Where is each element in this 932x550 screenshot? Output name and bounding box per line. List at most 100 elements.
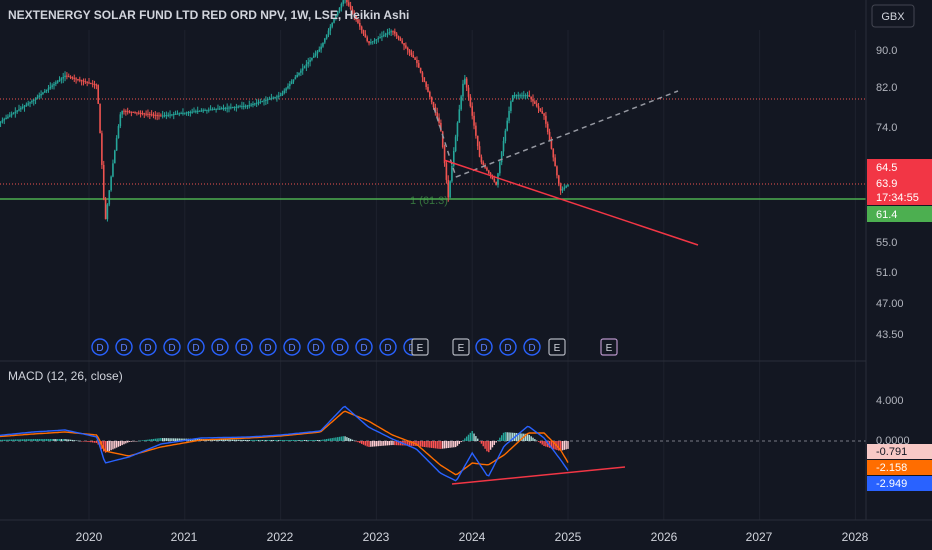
dividend-marker[interactable] [307, 338, 325, 356]
macd-histogram-bar [545, 441, 547, 447]
macd-histogram-bar [233, 439, 236, 441]
candle-body [445, 163, 448, 180]
dividend-marker[interactable] [235, 338, 253, 356]
dividend-marker[interactable] [91, 338, 109, 356]
macd-histogram-bar [475, 436, 477, 441]
candle-body [530, 96, 532, 100]
close-price-value: 63.9 [876, 178, 897, 190]
dividend-marker[interactable] [259, 338, 277, 356]
time-label-2026: 2026 [651, 530, 678, 544]
candle-body [276, 96, 278, 98]
candle-body [163, 115, 166, 117]
macd-histogram-bar [176, 438, 179, 441]
candle-body [171, 114, 173, 116]
macd-histogram-bar [353, 440, 355, 442]
macd-histogram-bar [554, 441, 556, 450]
dividend-marker[interactable] [211, 338, 229, 356]
marker-letter: D [120, 343, 127, 354]
candle-body [64, 75, 66, 78]
dividend-marker[interactable] [139, 338, 157, 356]
macd-histogram-bar [379, 441, 381, 447]
candle-body [128, 111, 131, 113]
candle-body [42, 92, 44, 94]
candle-body [104, 199, 107, 220]
macd-histogram-bar [392, 441, 394, 446]
macd-pane[interactable]: MACD (12, 26, close) [0, 369, 866, 485]
macd-histogram-bar [419, 441, 422, 447]
dividend-marker[interactable] [379, 338, 397, 356]
dividend-marker[interactable] [283, 338, 301, 356]
dividend-marker[interactable] [499, 338, 517, 356]
macd-histogram-bar [440, 441, 442, 449]
macd-histogram-bar [477, 438, 479, 441]
macd-histogram-bar [307, 440, 309, 441]
dividend-marker[interactable] [475, 338, 493, 356]
candle-body [300, 70, 302, 73]
earnings-marker[interactable] [452, 338, 470, 356]
macd-histogram-bar [351, 439, 354, 441]
macd-histogram-bar [69, 439, 72, 441]
macd-histogram-bar [423, 441, 425, 447]
candle-body [289, 83, 291, 87]
time-axis[interactable]: 2020 2021 2022 2023 2024 2025 2026 2027 … [0, 519, 932, 544]
marker-letter: D [168, 343, 175, 354]
currency-button[interactable] [871, 4, 915, 28]
macd-histogram-bar [150, 439, 153, 441]
macd-histogram-bar [453, 441, 455, 448]
candle-body [200, 110, 203, 112]
macd-histogram-bar [128, 441, 131, 442]
candle-body [108, 190, 111, 205]
earnings-marker[interactable] [411, 338, 429, 356]
candle-body [224, 107, 227, 109]
dividend-marker[interactable] [115, 338, 133, 356]
candle-body [209, 109, 212, 111]
candle-body [314, 53, 317, 56]
candle-body [53, 84, 55, 86]
price-trend-line[interactable] [443, 159, 699, 246]
candle-body [351, 9, 354, 13]
macd-histogram-bar [322, 439, 324, 441]
candle-body [500, 151, 503, 163]
candle-body [43, 91, 46, 93]
candle-body [110, 176, 112, 191]
macd-histogram-bar [68, 439, 70, 441]
candle-body [539, 108, 542, 111]
candle-body [436, 112, 438, 118]
candle-body [145, 113, 147, 115]
earnings-marker[interactable] [548, 338, 566, 356]
macd-histogram-bar [278, 440, 280, 441]
macd-histogram-bar [495, 441, 497, 443]
macd-histogram-bar [515, 433, 518, 441]
macd-histogram-bar [134, 441, 136, 442]
candle-body [508, 110, 510, 121]
candle-body [220, 108, 223, 110]
dividend-marker[interactable] [187, 338, 205, 356]
candle-body [217, 108, 219, 110]
macd-histogram-bar [108, 441, 110, 452]
candle-body [460, 96, 462, 110]
macd-histogram-bar [161, 438, 164, 441]
macd-histogram-bar [550, 441, 553, 449]
candle-body [121, 110, 123, 115]
price-axis[interactable]: GBX 90.0 82.0 74.0 55.0 51.0 47.00 43.50… [865, 0, 932, 520]
macd-histogram-bar [18, 439, 20, 441]
dividend-marker[interactable] [331, 338, 349, 356]
dividend-marker[interactable] [523, 338, 541, 356]
macd-histogram-bar [64, 439, 66, 441]
macd-histogram-bar [154, 438, 157, 441]
macd-histogram-bar [169, 438, 171, 441]
candle-body [336, 11, 339, 16]
macd-trend-line[interactable] [451, 466, 626, 485]
candle-body [235, 106, 238, 108]
dividend-marker[interactable] [163, 338, 181, 356]
candle-body [165, 115, 168, 117]
earnings-marker[interactable] [600, 338, 618, 356]
candle-body [222, 108, 225, 110]
dividend-marker[interactable] [355, 338, 373, 356]
price-pane[interactable]: 1 (61.3) DDDDDDDDDDDDDDEEDDDEE NEXTENERG… [0, 0, 866, 356]
candle-body [312, 55, 315, 58]
macd-histogram-bar [443, 441, 446, 449]
macd-line [0, 405, 569, 482]
candle-body [362, 30, 365, 34]
